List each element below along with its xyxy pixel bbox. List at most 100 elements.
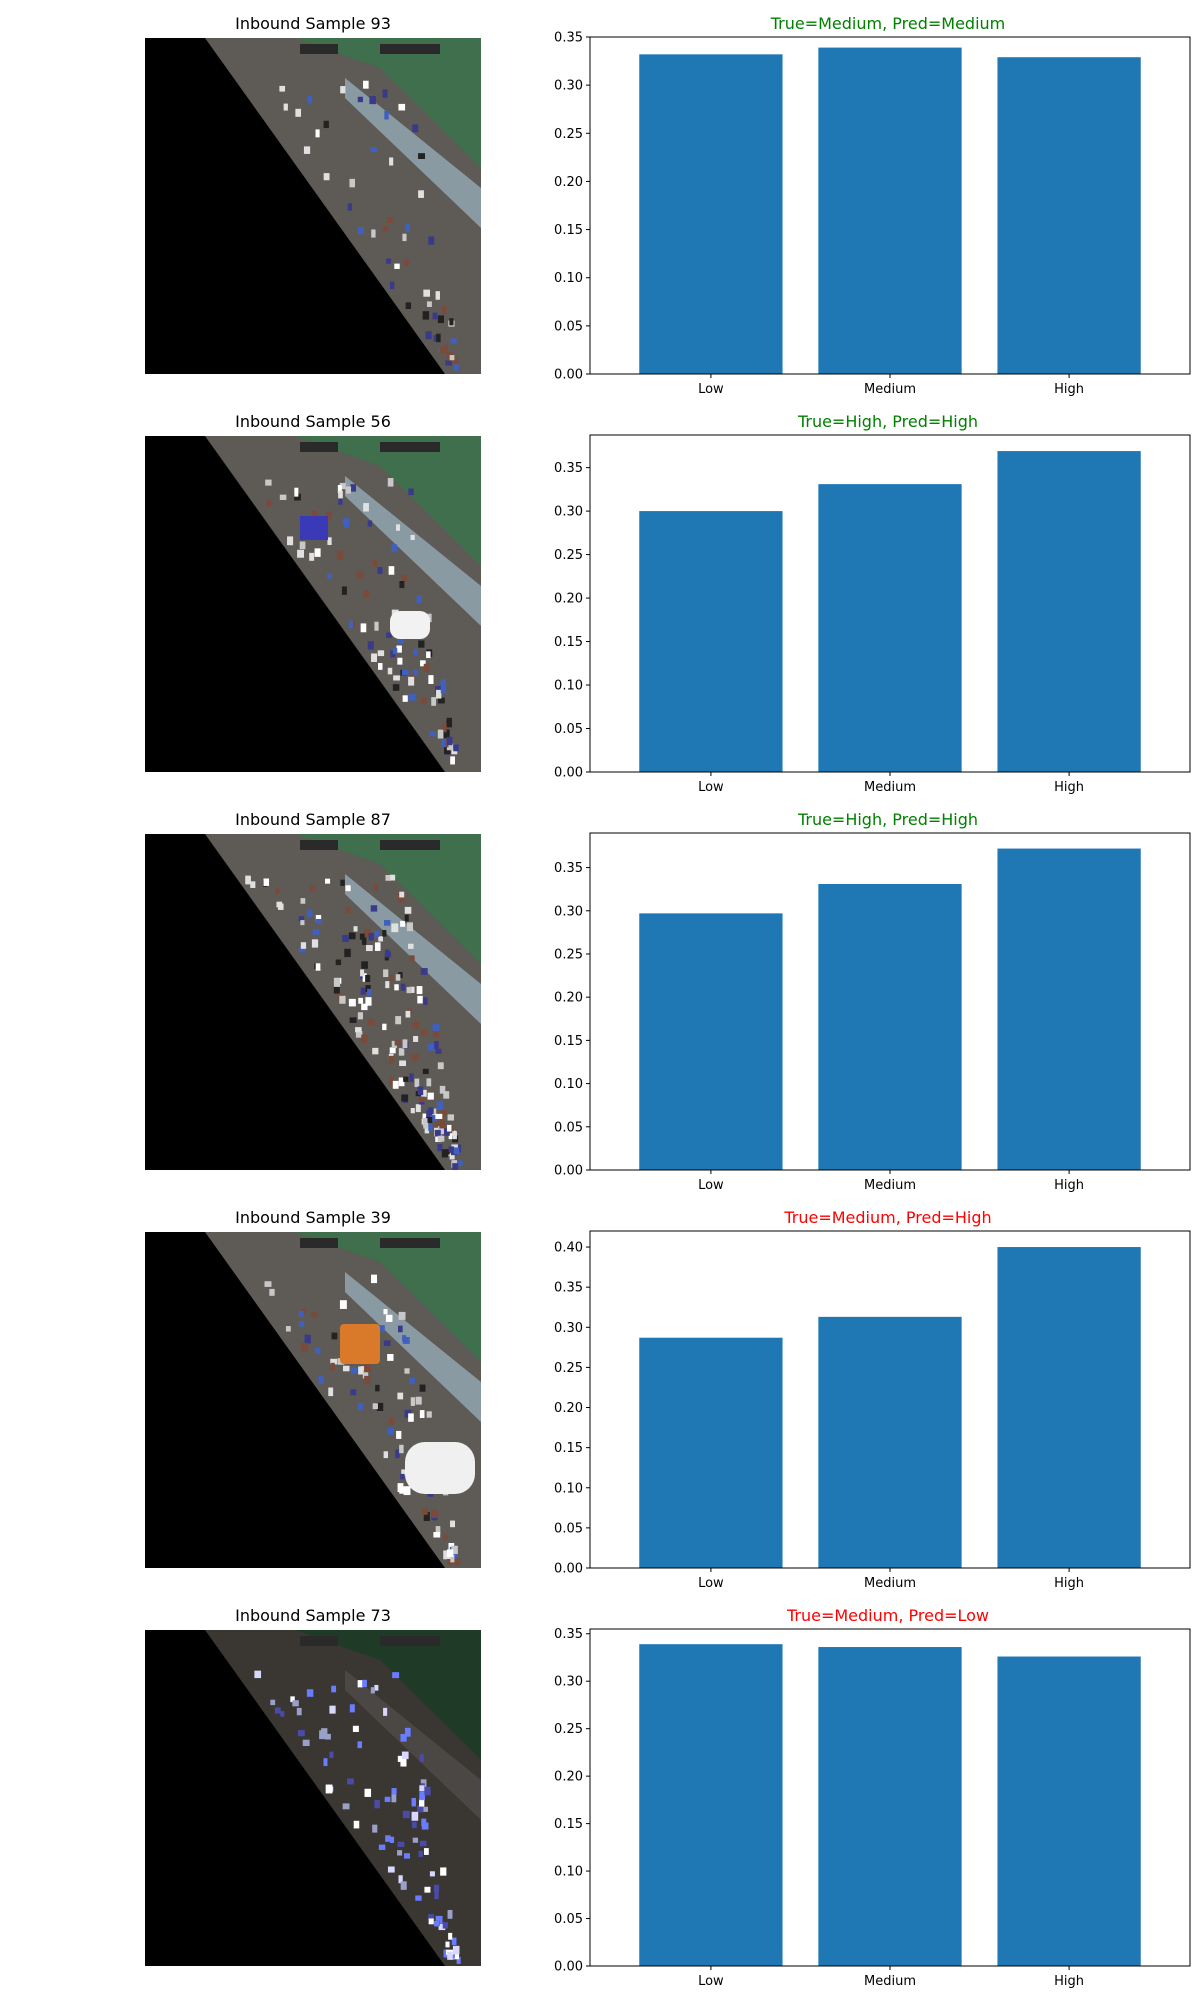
vehicle: [356, 570, 364, 579]
vehicle: [430, 1115, 437, 1122]
vehicle: [303, 146, 311, 154]
vehicle: [298, 1310, 304, 1317]
vehicle: [318, 1376, 324, 1385]
vehicle: [450, 1520, 456, 1528]
vehicle: [378, 936, 383, 942]
vehicle: [294, 487, 299, 497]
vehicle: [406, 922, 414, 932]
vehicle: [423, 663, 430, 672]
y-tick-label: 0.35: [554, 1627, 583, 1642]
vehicle: [353, 926, 358, 932]
vehicle: [434, 1041, 439, 1049]
vehicle: [382, 929, 387, 937]
bar-low: [639, 913, 783, 1170]
vehicle: [374, 1799, 380, 1809]
vehicle: [394, 1040, 401, 1046]
vehicle: [391, 544, 398, 553]
vehicle: [423, 997, 428, 1006]
vehicle: [418, 1096, 425, 1103]
bar-high: [997, 1247, 1141, 1568]
plot-frame: [589, 1230, 1191, 1569]
y-tick-label: 0.20: [554, 991, 583, 1006]
vehicle: [357, 227, 364, 235]
vehicle: [442, 305, 447, 314]
vehicle: [440, 678, 446, 686]
vehicle: [357, 1402, 363, 1411]
y-tick-label: 0.10: [554, 1481, 583, 1496]
vehicle: [345, 885, 351, 892]
vehicle: [325, 1784, 333, 1794]
y-tick-label: 0.05: [554, 722, 583, 737]
vehicle: [384, 951, 391, 958]
vehicle: [412, 124, 419, 133]
vehicle: [432, 312, 438, 320]
vehicle: [350, 1367, 358, 1374]
vehicle: [349, 1017, 357, 1023]
vehicle: [362, 1679, 367, 1688]
vehicle: [342, 1365, 350, 1372]
vehicle: [378, 1844, 386, 1850]
vehicle: [338, 498, 343, 505]
vehicle: [355, 1031, 363, 1038]
y-tick-label: 0.15: [554, 635, 583, 650]
vehicle: [279, 494, 287, 501]
vehicle: [290, 1696, 295, 1703]
vehicle: [387, 1353, 394, 1361]
vehicle: [440, 684, 447, 694]
vehicle: [448, 1146, 455, 1153]
vehicle: [371, 653, 378, 662]
probability-bar-chart: Low Medium High 0.00 0.05 0.10 0.15 0.20 0.25 0.3…: [554, 1627, 1191, 1989]
bar-low: [639, 1644, 783, 1966]
vehicle: [435, 1113, 443, 1119]
vehicle: [438, 1923, 446, 1931]
vehicle: [404, 1368, 410, 1374]
vehicle: [365, 985, 371, 993]
vehicle: [315, 1347, 321, 1354]
vehicle: [433, 1884, 440, 1893]
vehicle: [435, 1915, 443, 1924]
vehicle: [419, 1384, 426, 1392]
vehicle: [347, 1778, 354, 1785]
vehicle: [383, 1309, 388, 1315]
camera-timestamp: [300, 442, 338, 452]
camera-timestamp: [380, 44, 440, 54]
vehicle: [411, 1054, 419, 1061]
vehicle: [276, 901, 283, 908]
vehicle: [400, 1734, 407, 1742]
vehicle: [410, 1397, 415, 1406]
vehicle: [331, 1332, 338, 1340]
vehicle: [264, 1281, 272, 1287]
chart-title: True=Medium, Pred=Low: [786, 1606, 990, 1625]
chart-title: True=Medium, Pred=Medium: [770, 14, 1006, 33]
panel-row-4: Inbound Sample 39 True=Medium, Pred=High…: [0, 1194, 1200, 1592]
vehicle: [345, 486, 352, 494]
vehicle: [402, 669, 409, 676]
vehicle: [263, 878, 270, 886]
vehicle: [447, 1909, 453, 1919]
vehicle: [413, 649, 418, 656]
vehicle: [396, 645, 402, 653]
vehicle: [445, 1941, 450, 1948]
vehicle: [398, 1325, 403, 1333]
vehicle: [387, 1427, 394, 1435]
vehicle: [452, 1131, 457, 1140]
vehicle: [382, 226, 388, 232]
vehicle: [439, 1121, 446, 1129]
vehicle: [397, 657, 403, 665]
vehicle: [451, 1937, 457, 1946]
vehicle: [400, 983, 406, 991]
vehicle: [404, 914, 409, 922]
vehicle: [367, 988, 372, 997]
vehicle: [399, 580, 405, 589]
vehicle: [372, 1403, 378, 1410]
vehicle: [326, 511, 332, 519]
vehicle: [391, 1788, 397, 1795]
vehicle: [449, 355, 455, 361]
vehicle: [398, 1311, 406, 1320]
y-tick-label: 0.00: [554, 1562, 583, 1577]
vehicle: [391, 1794, 397, 1803]
vehicle: [431, 1108, 437, 1116]
vehicle: [299, 1320, 305, 1327]
y-tick-label: 0.00: [554, 766, 583, 781]
vehicle: [404, 906, 412, 914]
